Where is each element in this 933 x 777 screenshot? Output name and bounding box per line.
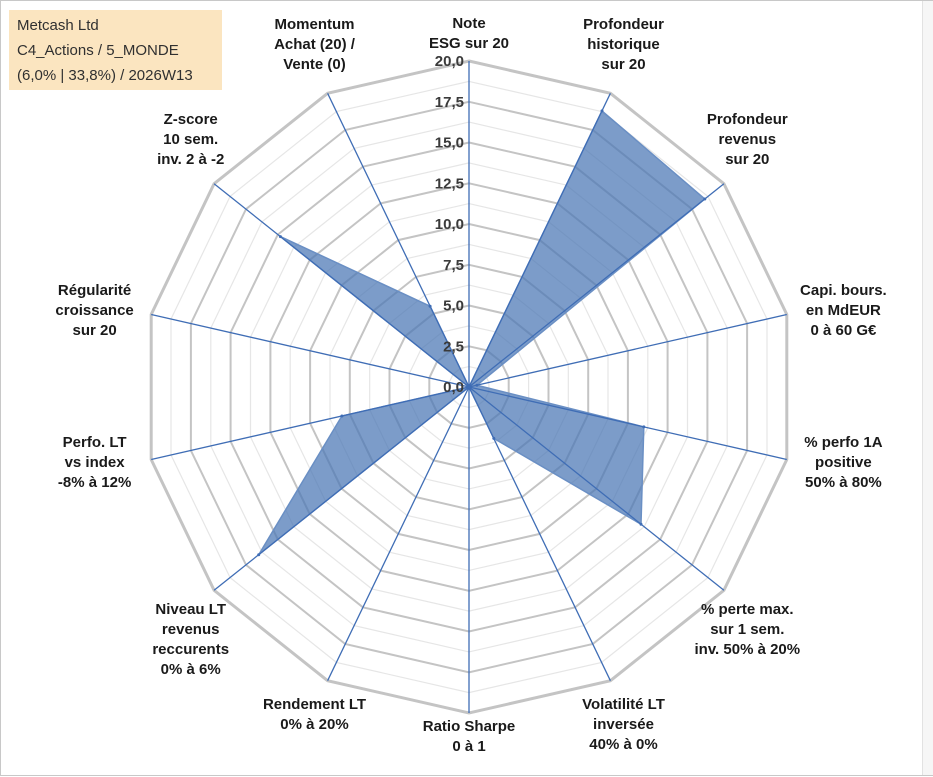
- axis-label: sur 1 sem.: [710, 621, 784, 638]
- tick-label: 15,0: [435, 135, 464, 152]
- axis-label: sur 20: [72, 322, 116, 339]
- data-point: [642, 425, 646, 429]
- data-point: [703, 197, 707, 201]
- axis-label: 0 à 1: [452, 738, 485, 755]
- axis-spoke: [151, 313, 470, 388]
- tick-label: 20,0: [435, 53, 464, 70]
- axis-spoke: [468, 386, 787, 461]
- axis-label: ESG sur 20: [429, 35, 509, 52]
- data-point: [467, 385, 471, 389]
- info-company-name: Metcash Ltd: [17, 17, 99, 34]
- axis-spoke: [213, 386, 470, 591]
- axis-label: 0% à 20%: [280, 716, 348, 733]
- axis-label: Régularité: [58, 282, 131, 299]
- axis-label: sur 20: [725, 151, 769, 168]
- axis-spoke: [151, 386, 470, 461]
- axis-label: Z-score: [164, 111, 218, 128]
- data-point: [340, 414, 344, 418]
- axis-label: Profondeur: [583, 16, 664, 33]
- axis-label: Ratio Sharpe: [423, 718, 516, 735]
- data-point: [600, 109, 604, 113]
- axis-label: Perfo. LT: [63, 434, 127, 451]
- tick-label: 7,5: [443, 257, 464, 274]
- axis-spoke: [468, 93, 611, 388]
- axis-spoke: [327, 93, 470, 388]
- axis-label: sur 20: [601, 56, 645, 73]
- data-point: [475, 383, 479, 387]
- axis-label: vs index: [65, 454, 126, 471]
- axis-label: Niveau LT: [155, 601, 226, 618]
- tick-label: 5,0: [443, 298, 464, 315]
- data-point: [428, 304, 432, 308]
- axis-label: Capi. bours.: [800, 282, 887, 299]
- axis-label: historique: [587, 36, 660, 53]
- axis-spoke: [468, 386, 611, 681]
- axis-label: reccurents: [152, 641, 229, 658]
- axis-spoke: [213, 183, 470, 388]
- info-stats-week: (6,0% | 33,8%) / 2026W13: [17, 67, 193, 84]
- axis-label: -8% à 12%: [58, 474, 131, 491]
- axis-label: % perfo 1A: [804, 434, 883, 451]
- axis-label: 10 sem.: [163, 131, 218, 148]
- axis-label: revenus: [719, 131, 777, 148]
- axis-spoke: [468, 386, 725, 591]
- tick-label: 0,0: [443, 379, 464, 396]
- axis-spoke: [327, 386, 470, 681]
- axis-label: Momentum: [275, 16, 355, 33]
- tick-label: 10,0: [435, 216, 464, 233]
- axis-label: Vente (0): [283, 56, 346, 73]
- axis-label: inversée: [593, 716, 654, 733]
- data-series-area: [258, 109, 706, 556]
- tick-label: 12,5: [435, 175, 464, 192]
- axis-label: revenus: [162, 621, 220, 638]
- vertical-scrollbar[interactable]: [922, 1, 933, 775]
- axis-label: 0% à 6%: [161, 661, 221, 678]
- axis-label: croissance: [55, 302, 133, 319]
- axis-label: Rendement LT: [263, 696, 366, 713]
- data-point: [278, 235, 282, 239]
- data-point: [257, 553, 261, 557]
- axis-label: Volatilité LT: [582, 696, 665, 713]
- axis-label: % perte max.: [701, 601, 794, 618]
- data-point: [639, 522, 643, 526]
- info-box: Metcash Ltd C4_Actions / 5_MONDE (6,0% |…: [9, 10, 222, 90]
- axis-label: Profondeur: [707, 111, 788, 128]
- axis-label: Achat (20) /: [274, 36, 356, 53]
- axis-label: inv. 2 à -2: [157, 151, 224, 168]
- axis-label: inv. 50% à 20%: [694, 641, 800, 658]
- axis-label: 50% à 80%: [805, 474, 882, 491]
- axis-spoke: [468, 313, 787, 388]
- axis-spoke: [468, 183, 725, 388]
- tick-label: 2,5: [443, 338, 464, 355]
- tick-label: 17,5: [435, 94, 464, 111]
- data-point: [492, 436, 496, 440]
- axis-label: en MdEUR: [806, 302, 881, 319]
- axis-label: positive: [815, 454, 872, 471]
- axis-label: 0 à 60 G€: [810, 322, 877, 339]
- info-category: C4_Actions / 5_MONDE: [17, 42, 179, 59]
- axis-label: 40% à 0%: [589, 736, 657, 753]
- axis-label: Note: [452, 15, 485, 32]
